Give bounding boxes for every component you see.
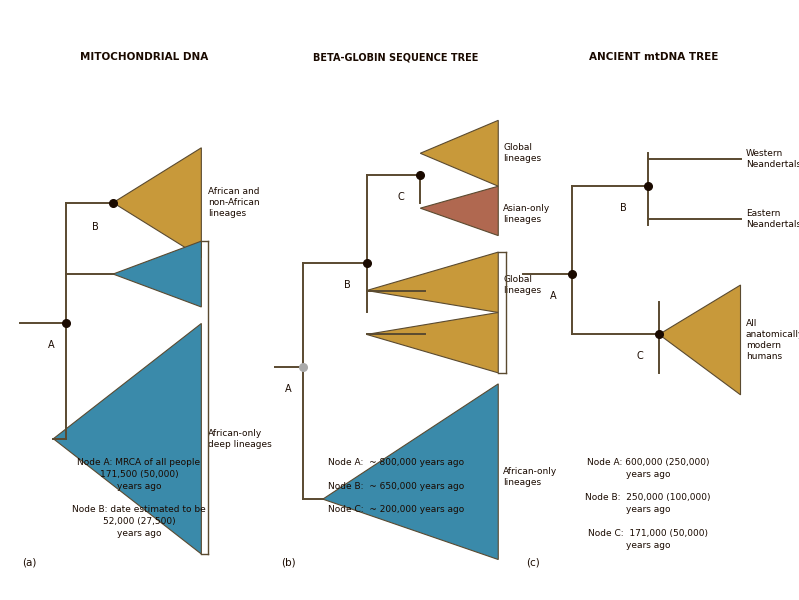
Polygon shape: [420, 186, 499, 236]
Text: B: B: [620, 203, 627, 213]
Text: B: B: [92, 223, 98, 232]
Text: Asian-only
lineages: Asian-only lineages: [503, 203, 551, 224]
Text: A: A: [47, 340, 54, 350]
Polygon shape: [113, 241, 201, 307]
Text: C: C: [637, 352, 643, 361]
Text: A: A: [285, 385, 292, 394]
Polygon shape: [420, 121, 499, 186]
Text: C: C: [397, 192, 404, 202]
Text: African and
non-African
lineages: African and non-African lineages: [208, 187, 260, 218]
Polygon shape: [367, 313, 499, 373]
Text: BETA-GLOBIN SEQUENCE TREE: BETA-GLOBIN SEQUENCE TREE: [313, 52, 479, 62]
Text: Eastern
Neandertals: Eastern Neandertals: [746, 209, 799, 229]
Text: Node A: MRCA of all people
171,500 (50,000)
years ago

Node B: date estimated to: Node A: MRCA of all people 171,500 (50,0…: [72, 458, 206, 538]
Polygon shape: [54, 323, 201, 554]
Text: Global
lineages: Global lineages: [503, 143, 541, 163]
Text: Global
lineages: Global lineages: [503, 275, 541, 295]
Polygon shape: [323, 384, 499, 560]
Text: B: B: [344, 280, 351, 290]
Text: (a): (a): [22, 558, 37, 568]
Polygon shape: [367, 252, 499, 313]
Text: African-only
lineages: African-only lineages: [503, 467, 558, 487]
Text: Node A: 600,000 (250,000)
years ago

Node B:  250,000 (100,000)
years ago

Node : Node A: 600,000 (250,000) years ago Node…: [586, 458, 711, 550]
Polygon shape: [659, 285, 741, 395]
Text: ANCIENT mtDNA TREE: ANCIENT mtDNA TREE: [589, 52, 718, 62]
Text: All
anatomically
modern
humans: All anatomically modern humans: [746, 319, 799, 361]
Text: African-only
deep lineages: African-only deep lineages: [208, 428, 272, 449]
Text: (b): (b): [281, 558, 296, 568]
Text: Western
Neandertals: Western Neandertals: [746, 149, 799, 169]
Text: MITOCHONDRIAL DNA: MITOCHONDRIAL DNA: [80, 52, 209, 62]
Text: A: A: [550, 291, 556, 301]
Text: Node A:  ~ 800,000 years ago

Node B:  ~ 650,000 years ago

Node C:  ~ 200,000 y: Node A: ~ 800,000 years ago Node B: ~ 65…: [328, 458, 464, 514]
Polygon shape: [113, 148, 201, 257]
Text: (c): (c): [526, 558, 539, 568]
